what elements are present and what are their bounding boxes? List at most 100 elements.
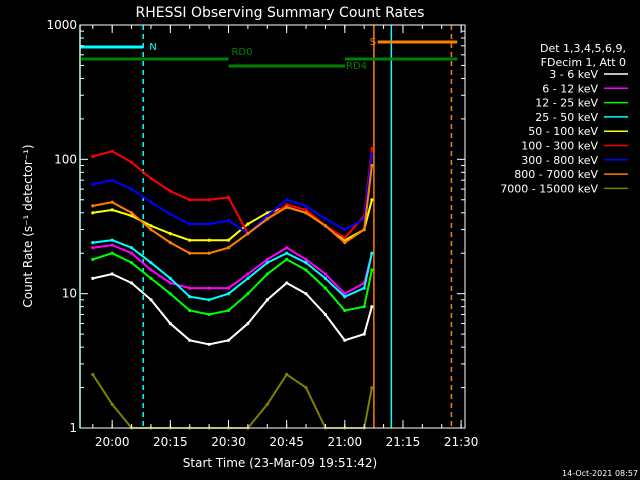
series-line-3: [92, 239, 373, 301]
flag-label-rd0: RD0: [231, 47, 252, 58]
timestamp: 14-Oct-2021 08:57: [562, 469, 638, 478]
data-point: [110, 178, 114, 182]
data-point: [285, 251, 289, 255]
legend-entry-label: 800 - 7000 keV: [514, 168, 598, 181]
data-point: [188, 338, 192, 342]
data-point: [285, 372, 289, 377]
data-point: [207, 298, 211, 302]
data-point: [207, 198, 211, 202]
data-point: [362, 286, 366, 290]
data-point: [265, 298, 269, 302]
data-point: [323, 224, 327, 228]
data-point: [265, 214, 269, 218]
data-point: [343, 295, 347, 299]
data-point: [91, 211, 95, 215]
y-tick-label: 1: [69, 421, 77, 435]
data-point: [149, 200, 153, 204]
data-point: [285, 203, 289, 207]
data-point: [91, 257, 95, 261]
data-point: [149, 298, 153, 302]
data-point: [343, 292, 347, 296]
legend-entry-label: 7000 - 15000 keV: [500, 182, 598, 195]
data-point: [265, 257, 269, 261]
data-point: [110, 200, 114, 204]
data-point: [91, 182, 95, 187]
data-point: [343, 308, 347, 313]
data-point: [130, 251, 134, 255]
data-point: [188, 286, 192, 290]
data-point: [370, 147, 374, 151]
data-point: [149, 268, 153, 272]
data-point: [226, 286, 231, 290]
y-tick-label: 10: [62, 287, 77, 301]
series-line-2: [92, 252, 373, 316]
data-point: [226, 292, 231, 296]
data-point: [207, 251, 211, 255]
data-point: [110, 251, 114, 255]
data-point: [370, 305, 374, 309]
data-point: [130, 187, 134, 191]
flag-label-n: N: [149, 42, 156, 53]
legend-entry-label: 100 - 300 keV: [521, 140, 598, 153]
data-point: [304, 204, 308, 208]
data-point: [265, 261, 269, 265]
data-point: [168, 276, 172, 280]
data-point: [188, 295, 192, 299]
series-line-6: [92, 153, 373, 235]
data-point: [323, 276, 327, 280]
data-point: [91, 276, 95, 280]
data-point: [130, 214, 134, 218]
data-point: [149, 176, 153, 181]
data-point: [207, 238, 211, 242]
data-point: [265, 272, 269, 276]
data-point: [110, 243, 114, 247]
legend-entry-label: 3 - 6 keV: [549, 68, 598, 81]
data-point: [362, 305, 366, 309]
data-point: [285, 246, 289, 250]
series-line-7: [92, 165, 373, 255]
flag-label-s: S: [370, 37, 376, 48]
legend-header-line: FDecim 1, Att 0: [541, 56, 626, 69]
data-point: [130, 246, 134, 250]
data-point: [207, 312, 211, 317]
x-tick-label: 21:00: [328, 435, 363, 449]
data-point: [207, 222, 211, 226]
series-line-5: [92, 148, 373, 240]
data-point: [149, 224, 153, 228]
data-point: [226, 338, 231, 342]
x-tick-label: 20:00: [95, 435, 130, 449]
data-point: [285, 205, 289, 209]
series-line-0: [92, 272, 373, 346]
x-axis-label: Start Time (23-Mar-09 19:51:42): [183, 456, 377, 470]
data-point: [91, 372, 95, 377]
data-point: [188, 251, 192, 255]
data-point: [149, 261, 153, 265]
data-point: [265, 211, 269, 215]
data-point: [370, 268, 374, 272]
data-point: [304, 261, 308, 265]
data-point: [304, 386, 308, 390]
data-point: [304, 257, 308, 261]
data-point: [110, 238, 114, 242]
data-point: [149, 276, 153, 280]
data-point: [343, 338, 347, 342]
data-point: [91, 154, 95, 159]
legend-entry-label: 300 - 800 keV: [521, 154, 598, 167]
data-point: [226, 219, 231, 223]
data-point: [323, 217, 327, 221]
data-point: [207, 342, 211, 346]
data-point: [343, 228, 347, 232]
data-point: [304, 292, 308, 296]
legend-entry-label: 25 - 50 keV: [535, 111, 598, 124]
data-point: [226, 308, 231, 313]
data-point: [370, 251, 374, 255]
data-point: [343, 241, 347, 245]
data-point: [168, 241, 172, 245]
data-point: [110, 149, 114, 153]
data-point: [188, 198, 192, 202]
data-point: [285, 281, 289, 285]
y-axis-label: Count Rate (s⁻¹ detector⁻¹): [21, 144, 35, 307]
annotation-layer: N S RD0 RD4: [79, 25, 458, 428]
